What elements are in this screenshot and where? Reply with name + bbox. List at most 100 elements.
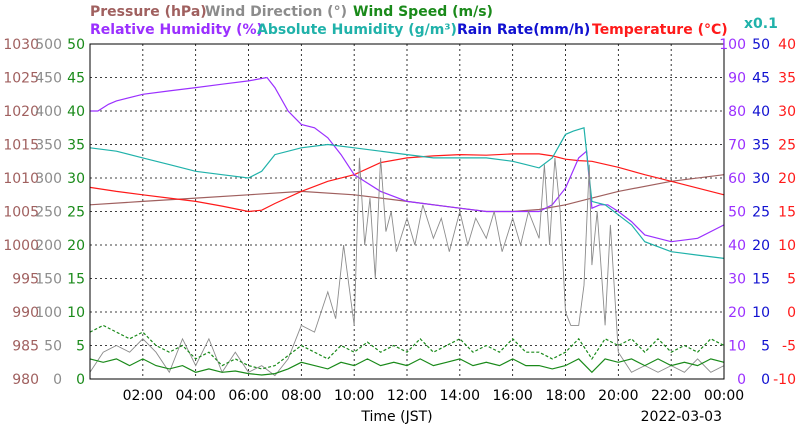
humidity-tick: 30	[728, 272, 746, 288]
wind-speed-tick: 5	[76, 339, 85, 355]
right-axes: 1009080706050403020100504540353025201510…	[719, 37, 796, 388]
wind-speed-tick: 0	[76, 372, 85, 388]
wind-speed-tick: 20	[67, 238, 85, 254]
wind-speed-tick: 50	[67, 37, 85, 53]
wind-speed-tick: 10	[67, 305, 85, 321]
rain-rate-tick: 35	[752, 138, 770, 154]
wind-direction-tick: 450	[35, 71, 62, 87]
temperature-tick: 10	[778, 238, 796, 254]
temperature-tick: -10	[773, 372, 796, 388]
x-tick-label: 18:00	[545, 388, 585, 404]
rain-rate-tick: 10	[752, 305, 770, 321]
x-tick-label: 14:00	[440, 388, 480, 404]
x-axis-ticks: 02:00 04:00 06:00 08:00 10:00 12:00 14:00 16:00…	[123, 388, 745, 404]
x-tick-label: 22:00	[651, 388, 691, 404]
rain-rate-tick: 45	[752, 71, 770, 87]
temperature-tick: 30	[778, 104, 796, 120]
rain-rate-tick: 20	[752, 238, 770, 254]
humidity-tick: 10	[728, 339, 746, 355]
wind-direction-tick: 300	[35, 171, 62, 187]
legend-temperature: Temperature (°C)	[592, 22, 728, 38]
pressure-tick: 1030	[3, 37, 39, 53]
plot-frame	[89, 43, 725, 380]
x-axis-label: Time (JST)	[360, 409, 432, 425]
legend-scale-note: x0.1	[744, 16, 778, 32]
wind-direction-tick: 350	[35, 138, 62, 154]
legend-wind-direction: Wind Direction (°)	[205, 4, 347, 20]
temperature-tick: 20	[778, 171, 796, 187]
humidity-tick: 90	[728, 71, 746, 87]
date-label: 2022-03-03	[641, 409, 722, 425]
x-tick-label: 10:00	[334, 388, 374, 404]
series-temperature	[89, 153, 725, 213]
rain-rate-tick: 40	[752, 104, 770, 120]
humidity-tick: 40	[728, 238, 746, 254]
wind-direction-tick: 400	[35, 104, 62, 120]
wind-direction-tick: 500	[35, 37, 62, 53]
temperature-tick: 35	[778, 71, 796, 87]
x-tick-label: 12:00	[387, 388, 427, 404]
pressure-tick: 980	[12, 372, 39, 388]
wind-direction-tick: 200	[35, 238, 62, 254]
series-relative-humidity	[90, 76, 725, 243]
temperature-tick: -5	[782, 339, 796, 355]
wind-speed-tick: 15	[67, 272, 85, 288]
x-tick-label: 06:00	[228, 388, 268, 404]
rain-rate-tick: 15	[752, 272, 770, 288]
humidity-tick: 60	[728, 171, 746, 187]
pressure-tick: 1020	[3, 104, 39, 120]
x-tick-label: 00:00	[704, 388, 744, 404]
rain-rate-tick: 50	[752, 37, 770, 53]
pressure-tick: 1015	[3, 138, 39, 154]
legend-wind-speed: Wind Speed (m/s)	[353, 4, 493, 20]
pressure-tick: 990	[12, 305, 39, 321]
wind-speed-tick: 25	[67, 205, 85, 221]
humidity-tick: 70	[728, 138, 746, 154]
x-tick-label: 02:00	[123, 388, 163, 404]
wind-direction-tick: 0	[53, 372, 62, 388]
wind-speed-tick: 30	[67, 171, 85, 187]
series-absolute-humidity	[89, 127, 725, 259]
humidity-tick: 0	[737, 372, 746, 388]
x-tick-label: 20:00	[598, 388, 638, 404]
humidity-tick: 80	[728, 104, 746, 120]
pressure-tick: 995	[12, 272, 39, 288]
temperature-tick: 25	[778, 138, 796, 154]
temperature-tick: 40	[778, 37, 796, 53]
wind-speed-tick: 40	[67, 104, 85, 120]
x-tick-label: 16:00	[492, 388, 532, 404]
wind-speed-tick: 45	[67, 71, 85, 87]
series-layer	[89, 76, 725, 377]
humidity-tick: 100	[719, 37, 746, 53]
series-wind-direction	[89, 157, 725, 377]
temperature-tick: 5	[787, 272, 796, 288]
legend-absolute-humidity: Absolute Humidity (g/m³)	[257, 22, 457, 38]
pressure-tick: 1005	[3, 205, 39, 221]
grid	[90, 44, 724, 379]
temperature-tick: 15	[778, 205, 796, 221]
x-tick-label: 04:00	[175, 388, 215, 404]
wind-direction-tick: 50	[44, 339, 62, 355]
pressure-tick: 1025	[3, 71, 39, 87]
left-axes: 1030102510201015101010051000995990985980…	[3, 37, 85, 388]
wind-direction-tick: 250	[35, 205, 62, 221]
x-tick-label: 08:00	[281, 388, 321, 404]
rain-rate-tick: 30	[752, 171, 770, 187]
legend-rain-rate: Rain Rate(mm/h)	[457, 22, 590, 38]
legend-pressure: Pressure (hPa)	[90, 4, 207, 20]
rain-rate-tick: 25	[752, 205, 770, 221]
pressure-tick: 1010	[3, 171, 39, 187]
pressure-tick: 985	[12, 339, 39, 355]
rain-rate-tick: 5	[761, 339, 770, 355]
series-wind-speed	[89, 358, 725, 376]
humidity-tick: 20	[728, 305, 746, 321]
humidity-tick: 50	[728, 205, 746, 221]
wind-speed-tick: 35	[67, 138, 85, 154]
series-wind-gust	[89, 324, 725, 370]
wind-direction-tick: 100	[35, 305, 62, 321]
rain-rate-tick: 0	[761, 372, 770, 388]
temperature-tick: 0	[787, 305, 796, 321]
legend-relative-humidity: Relative Humidity (%)	[90, 22, 263, 38]
pressure-tick: 1000	[3, 238, 39, 254]
